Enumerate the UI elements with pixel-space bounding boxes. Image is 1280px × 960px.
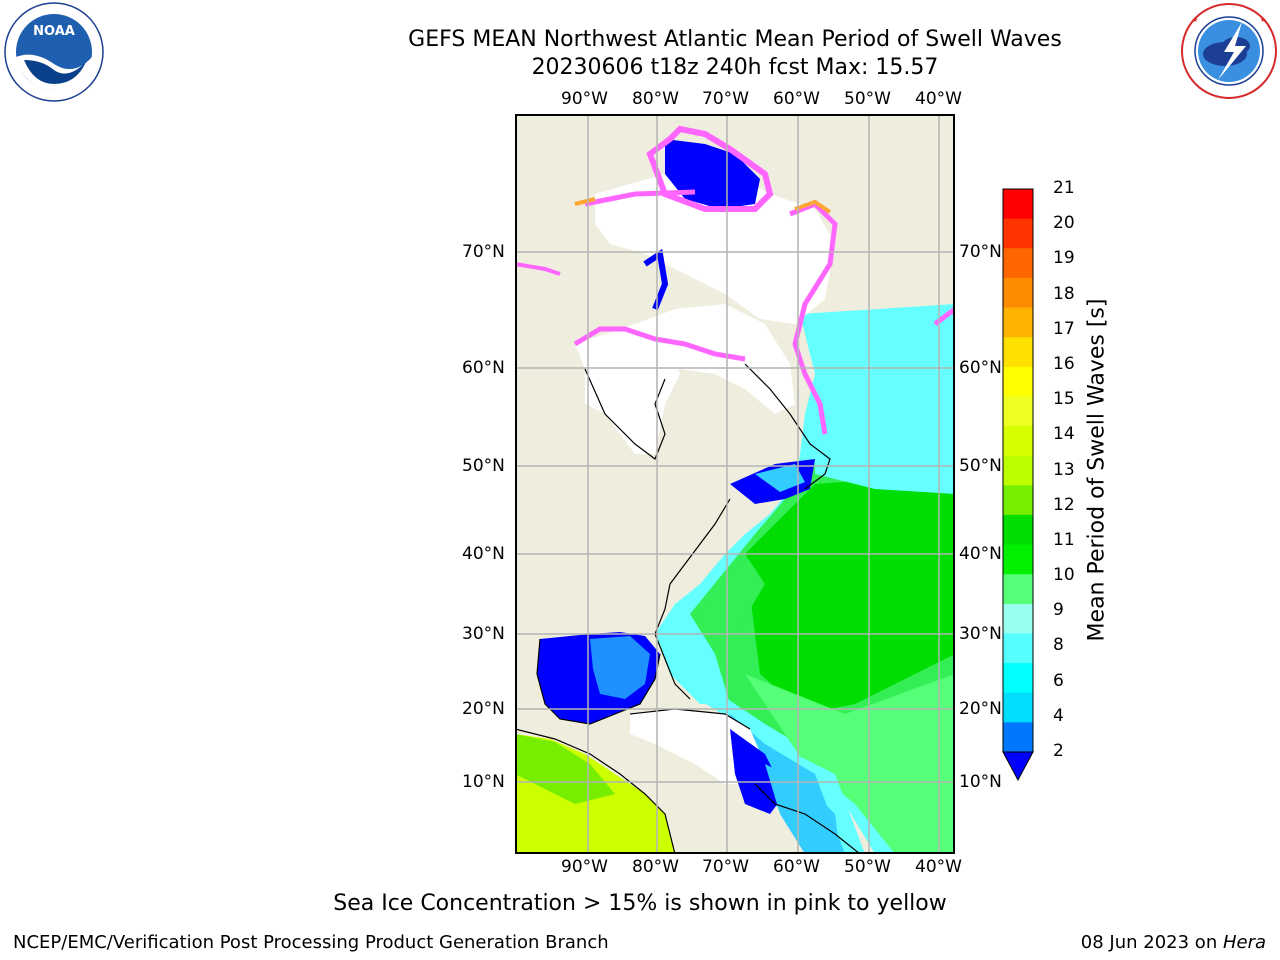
colorbar-tick-label: 13 [1053, 459, 1075, 480]
lat-label: 60°N [462, 358, 505, 378]
lat-label: 40°N [462, 544, 505, 564]
colorbar-segment [1003, 426, 1033, 457]
colorbar-segment [1003, 692, 1033, 723]
svg-text:★: ★ [1192, 16, 1198, 24]
lat-label: 10°N [462, 772, 505, 792]
colorbar-segment [1003, 633, 1033, 664]
coastlines [515, 363, 861, 854]
colorbar-segment [1003, 663, 1033, 694]
colorbar-segment [1003, 396, 1033, 427]
colorbar-segment [1003, 574, 1033, 605]
colorbar-segment [1003, 366, 1033, 397]
colorbar-tick-label: 20 [1053, 213, 1075, 234]
svg-text:★: ★ [1260, 16, 1266, 24]
lat-label: 10°N [959, 772, 1002, 792]
swell-period-map [515, 114, 955, 854]
lat-label: 20°N [462, 699, 505, 719]
colorbar-segment [1003, 307, 1033, 338]
colorbar [1002, 188, 1034, 782]
colorbar-segment [1003, 603, 1033, 634]
colorbar-segment [1003, 544, 1033, 575]
lat-label: 70°N [959, 242, 1002, 262]
colorbar-segment [1003, 337, 1033, 368]
noaa-logo: NOAA [4, 2, 104, 102]
colorbar-segment [1003, 277, 1033, 309]
colorbar-tick-label: 6 [1053, 670, 1064, 691]
lat-label: 50°N [959, 456, 1002, 476]
lon-label: 60°W [773, 857, 820, 877]
lon-label: 40°W [915, 857, 962, 877]
footer-date: 08 Jun 2023 on Hera [1081, 932, 1266, 953]
footer-date-text: 08 Jun 2023 on [1080, 932, 1223, 953]
map-title: GEFS MEAN Northwest Atlantic Mean Period… [408, 27, 1062, 52]
colorbar-tick-label: 12 [1053, 494, 1075, 515]
lat-label: 40°N [959, 544, 1002, 564]
lon-label: 70°W [702, 857, 749, 877]
lon-label: 80°W [632, 89, 679, 109]
colorbar-tick-label: 15 [1053, 389, 1075, 410]
lon-label: 40°W [915, 89, 962, 109]
lat-label: 30°N [462, 624, 505, 644]
colorbar-tick-label: 19 [1053, 248, 1075, 269]
colorbar-label: Mean Period of Swell Waves [s] [1084, 298, 1110, 642]
colorbar-tick-label: 8 [1053, 635, 1064, 656]
colorbar-segment [1003, 722, 1033, 753]
lon-label: 90°W [561, 857, 608, 877]
graticule [515, 114, 955, 854]
colorbar-tick-label: 14 [1053, 424, 1075, 445]
footer-branch: NCEP/EMC/Verification Post Processing Pr… [13, 932, 609, 953]
lat-label: 30°N [959, 624, 1002, 644]
colorbar-tick-label: 9 [1053, 600, 1064, 621]
map-subtitle: 20230606 t18z 240h fcst Max: 15.57 [531, 55, 939, 80]
colorbar-segment [1003, 455, 1033, 486]
map-frame [515, 114, 955, 854]
colorbar-tick-label: 10 [1053, 565, 1075, 586]
lon-label: 50°W [844, 89, 891, 109]
colorbar-tick-label: 11 [1053, 529, 1075, 550]
colorbar-tick-label: 18 [1053, 283, 1075, 304]
colorbar-tick-label: 16 [1053, 353, 1075, 374]
colorbar-under-arrow [1002, 751, 1034, 782]
lat-label: 20°N [959, 699, 1002, 719]
colorbar-segment [1003, 514, 1033, 546]
lon-label: 60°W [773, 89, 820, 109]
colorbar-tick-label: 2 [1053, 741, 1064, 761]
footer-host: Hera [1222, 932, 1266, 953]
sea-ice-caption: Sea Ice Concentration > 15% is shown in … [333, 891, 947, 916]
colorbar-tick-label: 17 [1053, 318, 1075, 339]
colorbar-segment [1003, 189, 1033, 220]
colorbar-tick-label: 4 [1053, 705, 1064, 726]
nws-logo: ★ ★ [1181, 3, 1277, 99]
colorbar-segment [1003, 248, 1033, 279]
lon-label: 90°W [561, 89, 608, 109]
lon-label: 70°W [702, 89, 749, 109]
colorbar-segment [1003, 485, 1033, 516]
lon-label: 50°W [844, 857, 891, 877]
colorbar-frame [1002, 188, 1034, 753]
colorbar-segment [1003, 218, 1033, 249]
lat-label: 60°N [959, 358, 1002, 378]
lon-label: 80°W [632, 857, 679, 877]
colorbar-tick-label: 21 [1053, 178, 1075, 198]
noaa-logo-text: NOAA [33, 24, 75, 39]
lat-label: 50°N [462, 456, 505, 476]
lat-label: 70°N [462, 242, 505, 262]
